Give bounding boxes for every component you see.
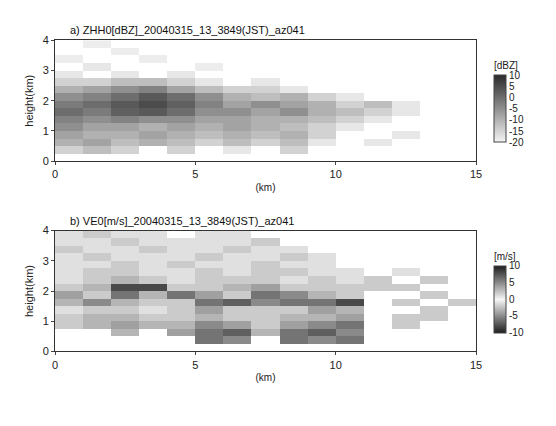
svg-text:4: 4 [43, 34, 49, 46]
svg-text:[dBZ]: [dBZ] [494, 60, 518, 71]
svg-text:15: 15 [470, 168, 482, 180]
svg-text:2: 2 [43, 285, 49, 297]
svg-text:5: 5 [509, 277, 515, 288]
svg-text:10: 10 [509, 260, 521, 271]
svg-text:2: 2 [43, 95, 49, 107]
svg-text:-10: -10 [509, 114, 524, 125]
svg-text:5: 5 [192, 168, 198, 180]
svg-text:0: 0 [509, 294, 515, 305]
svg-text:0: 0 [509, 92, 515, 103]
svg-text:a) ZHH0[dBZ]_20040315_13_3849(: a) ZHH0[dBZ]_20040315_13_3849(JST)_az041 [70, 24, 305, 36]
svg-text:1: 1 [43, 125, 49, 137]
svg-text:(km): (km) [256, 182, 276, 193]
svg-text:b) VE0[m/s]_20040315_13_3849(J: b) VE0[m/s]_20040315_13_3849(JST)_az041 [70, 215, 294, 227]
svg-text:-5: -5 [509, 310, 518, 321]
svg-text:0: 0 [52, 359, 58, 371]
svg-text:-15: -15 [509, 126, 524, 137]
svg-text:-5: -5 [509, 103, 518, 114]
svg-text:10: 10 [330, 168, 342, 180]
svg-text:height(km): height(km) [23, 75, 35, 127]
svg-text:(km): (km) [256, 372, 276, 383]
svg-text:-20: -20 [509, 137, 524, 148]
svg-text:3: 3 [43, 255, 49, 267]
svg-text:10: 10 [509, 70, 521, 81]
svg-text:5: 5 [192, 359, 198, 371]
svg-text:0: 0 [43, 345, 49, 357]
svg-text:1: 1 [43, 315, 49, 327]
svg-text:[m/s]: [m/s] [494, 251, 516, 262]
svg-text:3: 3 [43, 64, 49, 76]
svg-text:5: 5 [509, 81, 515, 92]
svg-text:10: 10 [330, 359, 342, 371]
svg-text:15: 15 [470, 359, 482, 371]
svg-text:0: 0 [52, 168, 58, 180]
svg-text:-10: -10 [509, 327, 524, 338]
svg-text:4: 4 [43, 224, 49, 236]
svg-text:height(km): height(km) [23, 265, 35, 317]
svg-text:0: 0 [43, 155, 49, 167]
